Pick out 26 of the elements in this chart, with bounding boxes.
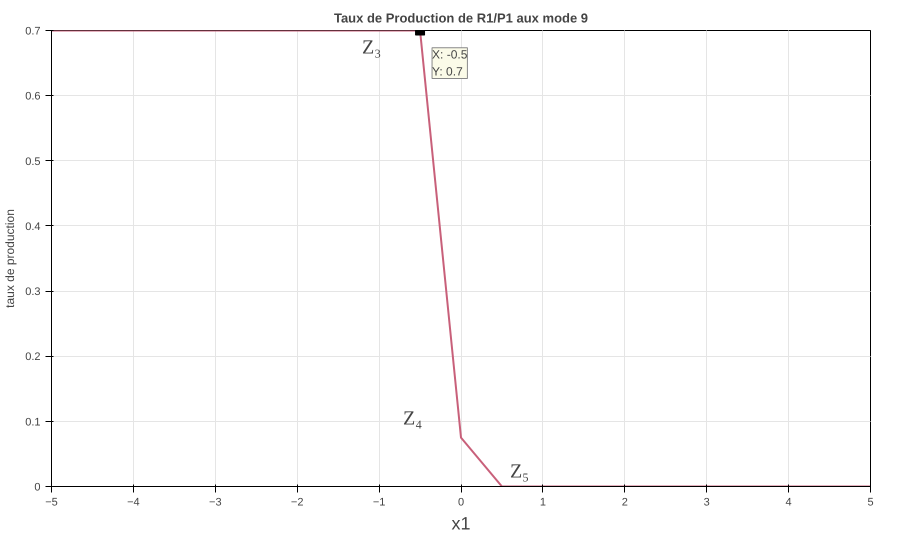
y-tick-label: 0.3 xyxy=(25,286,41,298)
y-tick-label: 0.7 xyxy=(25,26,41,38)
annotation: Z₄ xyxy=(403,408,422,430)
y-tick-label: 0 xyxy=(34,482,41,494)
annotation: Z₃ xyxy=(362,36,382,58)
x-tick-label: 1 xyxy=(540,496,546,508)
x-tick-label: 5 xyxy=(867,496,874,508)
x-tick-label: 2 xyxy=(622,496,628,508)
annotation: X: -0.5 Y: 0.7 xyxy=(432,48,468,78)
x-tick-label: −5 xyxy=(45,496,58,508)
y-tick-label: 0.2 xyxy=(25,351,41,364)
y-tick-label: 0.6 xyxy=(25,90,41,103)
x-tick-label: −4 xyxy=(127,496,140,508)
x-tick-label: −3 xyxy=(209,496,222,508)
x-tick-label: 3 xyxy=(704,496,710,508)
annotation: Z₅ xyxy=(510,460,530,482)
x-tick-label: 0 xyxy=(458,496,464,508)
x-tick-label: −2 xyxy=(290,496,304,508)
chart-title: Taux de Production de R1/P1 aux mode 9 xyxy=(334,10,588,26)
y-axis-title: taux de production xyxy=(3,209,18,308)
y-tick-label: 0.5 xyxy=(25,156,41,168)
y-tick-label: 0.4 xyxy=(25,220,41,233)
y-tick-label: 0.1 xyxy=(25,416,41,428)
x-tick-label: −1 xyxy=(372,496,386,508)
x-tick-label: 4 xyxy=(786,496,792,508)
x-axis-title: x1 xyxy=(451,514,471,534)
